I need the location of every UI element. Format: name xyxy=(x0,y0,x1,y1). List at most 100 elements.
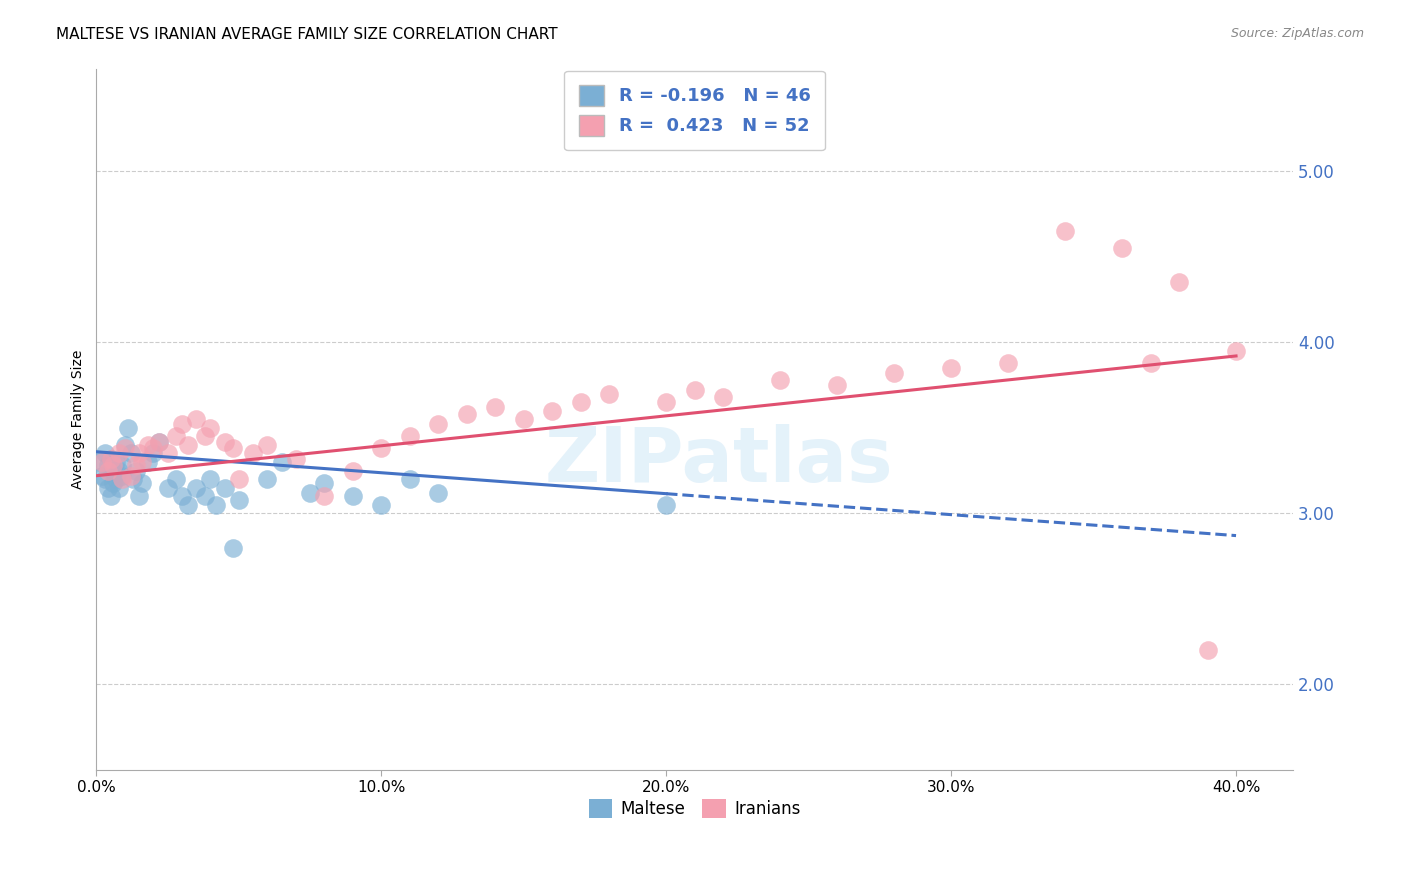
Point xyxy=(242,446,264,460)
Point xyxy=(512,412,534,426)
Point xyxy=(125,458,148,473)
Point xyxy=(184,481,207,495)
Point xyxy=(111,472,134,486)
Point xyxy=(456,407,478,421)
Point xyxy=(97,458,120,473)
Point xyxy=(108,446,131,460)
Point xyxy=(314,475,336,490)
Point xyxy=(91,468,114,483)
Point xyxy=(598,386,620,401)
Point xyxy=(94,446,117,460)
Point xyxy=(222,541,245,555)
Legend: Maltese, Iranians: Maltese, Iranians xyxy=(582,792,807,825)
Point xyxy=(89,455,111,469)
Point xyxy=(214,434,236,449)
Point xyxy=(131,455,153,469)
Point xyxy=(711,390,734,404)
Point xyxy=(111,468,134,483)
Text: MALTESE VS IRANIAN AVERAGE FAMILY SIZE CORRELATION CHART: MALTESE VS IRANIAN AVERAGE FAMILY SIZE C… xyxy=(56,27,558,42)
Point xyxy=(108,464,131,478)
Point xyxy=(114,438,136,452)
Point xyxy=(176,498,198,512)
Point xyxy=(205,498,228,512)
Y-axis label: Average Family Size: Average Family Size xyxy=(72,350,86,489)
Point xyxy=(105,455,128,469)
Point xyxy=(398,429,420,443)
Point xyxy=(200,421,222,435)
Point xyxy=(128,446,150,460)
Text: ZIPatlas: ZIPatlas xyxy=(544,425,893,499)
Point xyxy=(108,481,131,495)
Point xyxy=(136,455,159,469)
Point xyxy=(1054,224,1077,238)
Point xyxy=(655,395,678,409)
Point xyxy=(125,464,148,478)
Point xyxy=(1139,356,1161,370)
Point xyxy=(103,458,125,473)
Point xyxy=(148,434,170,449)
Point xyxy=(1168,276,1191,290)
Point xyxy=(1225,343,1247,358)
Point xyxy=(122,472,145,486)
Point xyxy=(103,464,125,478)
Point xyxy=(114,442,136,456)
Point xyxy=(100,451,122,466)
Point xyxy=(825,378,848,392)
Point xyxy=(655,498,678,512)
Point xyxy=(342,489,364,503)
Point xyxy=(284,451,307,466)
Point xyxy=(427,417,450,432)
Point xyxy=(100,489,122,503)
Point xyxy=(91,455,114,469)
Point xyxy=(200,472,222,486)
Point xyxy=(194,429,217,443)
Point xyxy=(170,417,193,432)
Point xyxy=(342,464,364,478)
Point xyxy=(97,481,120,495)
Point xyxy=(165,472,187,486)
Point xyxy=(883,366,905,380)
Point xyxy=(270,455,292,469)
Point xyxy=(165,429,187,443)
Point xyxy=(170,489,193,503)
Point xyxy=(314,489,336,503)
Point xyxy=(256,438,278,452)
Point xyxy=(142,442,165,456)
Point xyxy=(541,403,564,417)
Point xyxy=(120,446,142,460)
Point xyxy=(97,464,120,478)
Point xyxy=(939,360,962,375)
Point xyxy=(156,481,179,495)
Point xyxy=(569,395,592,409)
Point xyxy=(94,472,117,486)
Point xyxy=(111,458,134,473)
Point xyxy=(214,481,236,495)
Point xyxy=(184,412,207,426)
Point xyxy=(148,434,170,449)
Point xyxy=(117,421,139,435)
Point xyxy=(228,492,250,507)
Point xyxy=(1111,241,1133,255)
Point xyxy=(370,442,392,456)
Point xyxy=(103,475,125,490)
Point xyxy=(100,451,122,466)
Text: Source: ZipAtlas.com: Source: ZipAtlas.com xyxy=(1230,27,1364,40)
Point xyxy=(997,356,1019,370)
Point xyxy=(370,498,392,512)
Point xyxy=(1197,643,1219,657)
Point xyxy=(398,472,420,486)
Point xyxy=(222,442,245,456)
Point xyxy=(105,472,128,486)
Point xyxy=(484,401,506,415)
Point xyxy=(136,438,159,452)
Point xyxy=(683,383,706,397)
Point xyxy=(176,438,198,452)
Point xyxy=(769,373,792,387)
Point xyxy=(194,489,217,503)
Point xyxy=(131,475,153,490)
Point xyxy=(299,485,322,500)
Point xyxy=(427,485,450,500)
Point xyxy=(228,472,250,486)
Point xyxy=(120,468,142,483)
Point xyxy=(256,472,278,486)
